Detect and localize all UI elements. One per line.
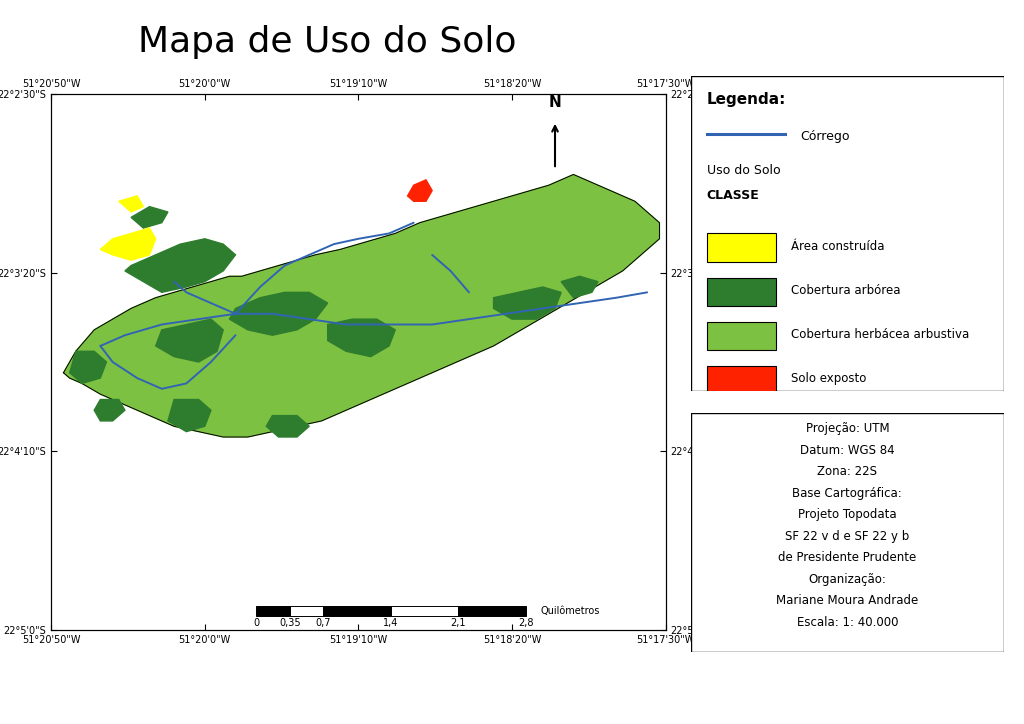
Text: N: N [549, 95, 561, 110]
Polygon shape [156, 319, 223, 362]
Text: 0,7: 0,7 [315, 618, 331, 628]
Polygon shape [328, 319, 395, 357]
Bar [391, 606, 459, 616]
Bar [459, 606, 526, 616]
Text: 0,35: 0,35 [279, 618, 301, 628]
Text: 0: 0 [253, 618, 259, 628]
Polygon shape [125, 239, 236, 292]
Polygon shape [70, 351, 106, 384]
Polygon shape [408, 180, 432, 201]
Polygon shape [100, 228, 156, 260]
Polygon shape [94, 400, 125, 421]
Text: Mariane Moura Andrade: Mariane Moura Andrade [776, 594, 919, 607]
Text: Zona: 22S: Zona: 22S [817, 466, 878, 479]
Text: Legenda:: Legenda: [707, 92, 786, 106]
Polygon shape [63, 174, 659, 437]
Text: Mapa de Uso do Solo: Mapa de Uso do Solo [138, 25, 517, 59]
Bar [707, 233, 775, 262]
Polygon shape [119, 196, 143, 212]
Bar [707, 321, 775, 350]
Polygon shape [561, 277, 598, 298]
Text: Uso do Solo: Uso do Solo [707, 164, 780, 177]
Bar [256, 606, 290, 616]
Text: 2,1: 2,1 [451, 618, 466, 628]
Text: Cobertura arbórea: Cobertura arbórea [792, 284, 901, 297]
Text: Quilômetros: Quilômetros [541, 606, 600, 616]
Text: de Presidente Prudente: de Presidente Prudente [778, 551, 916, 564]
Text: Área construída: Área construída [792, 240, 885, 253]
Bar [324, 606, 391, 616]
Polygon shape [168, 400, 211, 432]
Text: CLASSE: CLASSE [707, 190, 760, 203]
Text: Datum: WGS 84: Datum: WGS 84 [800, 444, 895, 457]
Text: Organização:: Organização: [808, 573, 887, 586]
Bar [707, 366, 775, 394]
Text: SF 22 v d e SF 22 y b: SF 22 v d e SF 22 y b [785, 530, 909, 543]
Polygon shape [229, 292, 328, 335]
Text: Cobertura herbácea arbustiva: Cobertura herbácea arbustiva [792, 328, 970, 341]
Text: 1,4: 1,4 [383, 618, 398, 628]
Bar [707, 277, 775, 306]
Text: Projeto Topodata: Projeto Topodata [798, 508, 897, 521]
Text: Córrego: Córrego [801, 130, 850, 143]
Bar [290, 606, 324, 616]
Text: Solo exposto: Solo exposto [792, 372, 866, 385]
Polygon shape [494, 287, 561, 319]
Polygon shape [131, 206, 168, 228]
Text: Base Cartográfica:: Base Cartográfica: [793, 487, 902, 500]
Polygon shape [266, 416, 309, 437]
Text: Escala: 1: 40.000: Escala: 1: 40.000 [797, 615, 898, 628]
Text: 2,8: 2,8 [518, 618, 534, 628]
Text: Projeção: UTM: Projeção: UTM [806, 422, 889, 435]
